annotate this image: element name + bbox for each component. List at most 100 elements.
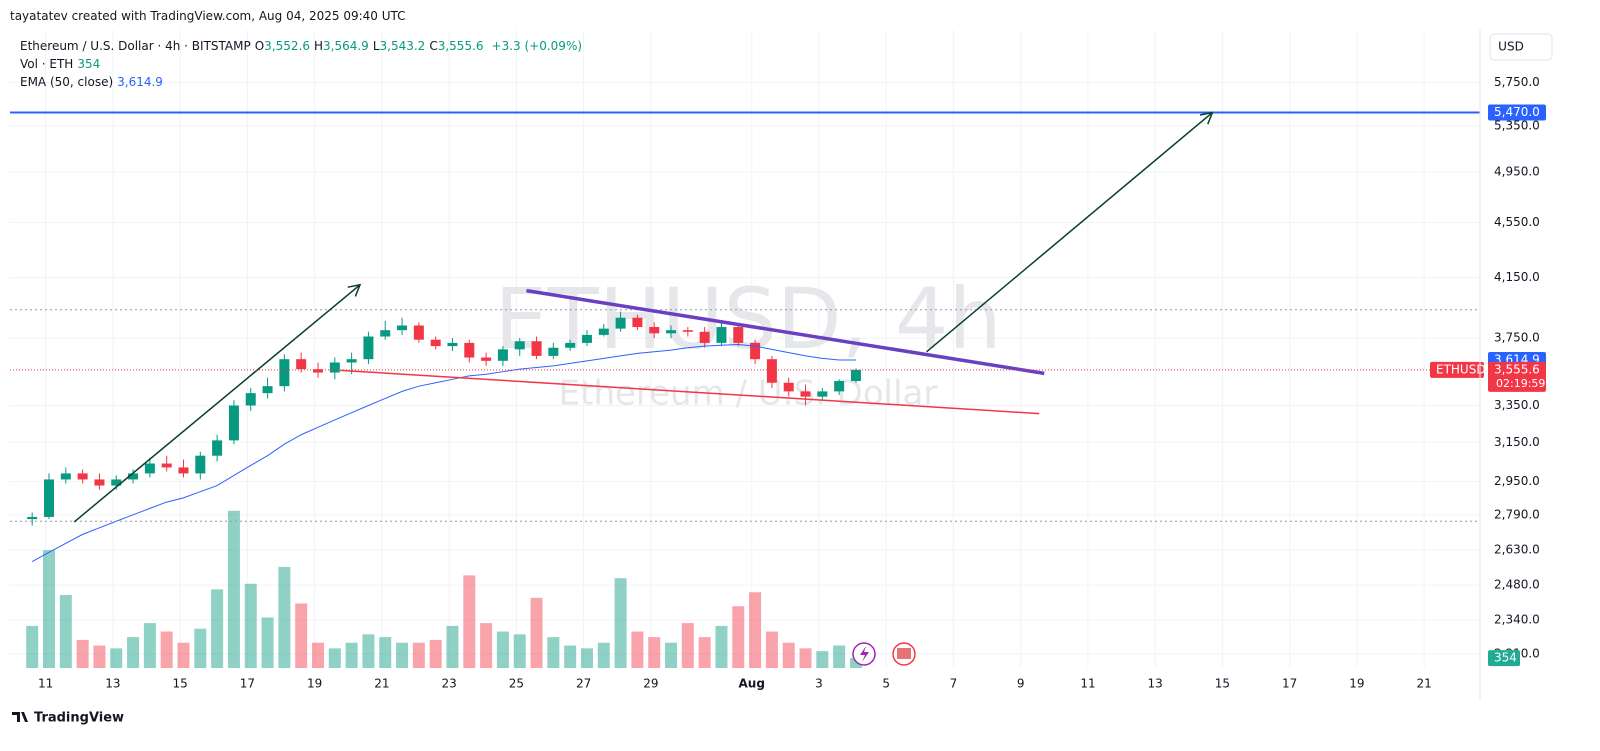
candle-body	[497, 349, 508, 361]
symbol-tag-label: ETHUSD	[1436, 362, 1486, 376]
x-tick-label: 27	[576, 677, 591, 691]
brand: TradingView	[34, 711, 124, 726]
y-tick-label: 3,150.0	[1494, 435, 1540, 449]
candle-body	[296, 359, 307, 370]
currency-button[interactable]	[1489, 33, 1553, 61]
lightning-icon	[860, 646, 869, 662]
candle-body	[77, 473, 88, 480]
x-tick-label: 17	[1282, 677, 1297, 691]
volume-bar	[227, 510, 240, 668]
candle-body	[733, 327, 744, 343]
attribution: tayatatev created with TradingView.com, …	[10, 9, 406, 23]
candle-body	[128, 473, 139, 480]
candle-body	[413, 325, 424, 340]
x-tick-label: 29	[643, 677, 658, 691]
volume-bar	[816, 651, 829, 668]
candle-body	[850, 369, 861, 382]
y-tick-label: 2,480.0	[1494, 578, 1540, 592]
x-tick-label: 9	[1017, 677, 1025, 691]
volume-bar	[782, 642, 795, 668]
volume-bar	[295, 603, 308, 668]
candle-body	[430, 339, 441, 347]
candle-body	[27, 516, 38, 520]
ohlc-value: 3,555.6	[437, 39, 484, 53]
volume-bar	[765, 631, 778, 668]
x-tick-label: 25	[509, 677, 524, 691]
x-tick-label: 11	[1080, 677, 1095, 691]
volume-bar	[110, 648, 123, 668]
currency[interactable]: USD	[1498, 40, 1524, 54]
candle-body	[615, 317, 626, 329]
volume-bar	[93, 645, 106, 668]
y-tick-label: 5,350.0	[1494, 118, 1540, 132]
y-tick-label: 3,750.0	[1494, 331, 1540, 345]
volume-bar	[665, 642, 678, 668]
candle-body	[228, 405, 239, 441]
volume-bar	[648, 637, 661, 668]
ohlc-value: 3,552.6	[264, 39, 310, 53]
candle-body	[649, 327, 660, 334]
volume-bar	[799, 648, 812, 668]
candle-body	[666, 330, 677, 334]
y-tick-label: 2,630.0	[1494, 543, 1540, 557]
tv-logo	[12, 712, 28, 722]
candle-body	[817, 391, 828, 397]
volume-bar	[614, 578, 627, 668]
candle-body	[750, 342, 761, 360]
candle-body	[144, 463, 155, 474]
x-tick-label: 3	[815, 677, 823, 691]
x-tick-label: Aug	[739, 677, 765, 691]
volume-bar	[244, 583, 257, 668]
volume-bar	[127, 637, 140, 668]
x-tick-label: 21	[374, 677, 389, 691]
volume-bar	[681, 623, 694, 668]
volume-bar	[261, 617, 274, 668]
candle-body	[346, 359, 357, 363]
countdown: 02:19:59	[1496, 377, 1545, 390]
x-tick-label: 19	[307, 677, 322, 691]
candle-body	[397, 325, 408, 331]
x-tick-label: 7	[950, 677, 958, 691]
volume-bar	[328, 648, 341, 668]
candle-body	[94, 479, 105, 486]
volume-bar	[211, 589, 224, 668]
ohlc-label: O	[254, 39, 265, 53]
candle-body	[312, 369, 323, 373]
volume-bar	[76, 639, 89, 668]
volume-bar	[749, 592, 762, 668]
volume-bar	[530, 597, 543, 668]
x-tick-label: 15	[172, 677, 187, 691]
volume-bar	[278, 566, 291, 668]
y-tick-label: 3,350.0	[1494, 398, 1540, 412]
x-tick-label: 19	[1349, 677, 1364, 691]
y-tick-label: 2,790.0	[1494, 507, 1540, 521]
candle-body	[834, 381, 845, 392]
candle-body	[800, 391, 811, 397]
candle-body	[161, 463, 172, 468]
candle-body	[60, 473, 71, 480]
ema-row: EMA (50, close) 3,614.9	[20, 75, 167, 89]
x-tick-label: 11	[38, 677, 53, 691]
ohlc-label: C	[429, 39, 438, 53]
volume-bar	[463, 575, 476, 668]
volume-bar	[833, 645, 846, 668]
ema-line	[31, 344, 856, 562]
ema-label: EMA (50, close)	[20, 75, 114, 89]
watermark-sub: Ethereum / U.S. Dollar	[559, 374, 938, 414]
volume-bar	[732, 606, 745, 668]
candle-body	[212, 440, 223, 456]
volume-bar	[26, 625, 39, 668]
volume-bar	[362, 634, 375, 668]
x-tick-label: 15	[1215, 677, 1230, 691]
x-tick-label: 17	[240, 677, 255, 691]
candle-body	[111, 479, 122, 486]
x-tick-label: 5	[882, 677, 890, 691]
volume-label: Vol · ETH	[20, 57, 74, 71]
candle-body	[716, 327, 727, 343]
ohlc-value: 3,564.9	[323, 39, 369, 53]
volume-tag-label: 354	[1494, 651, 1517, 665]
candle-body	[783, 382, 794, 392]
volume-bar	[345, 642, 358, 668]
